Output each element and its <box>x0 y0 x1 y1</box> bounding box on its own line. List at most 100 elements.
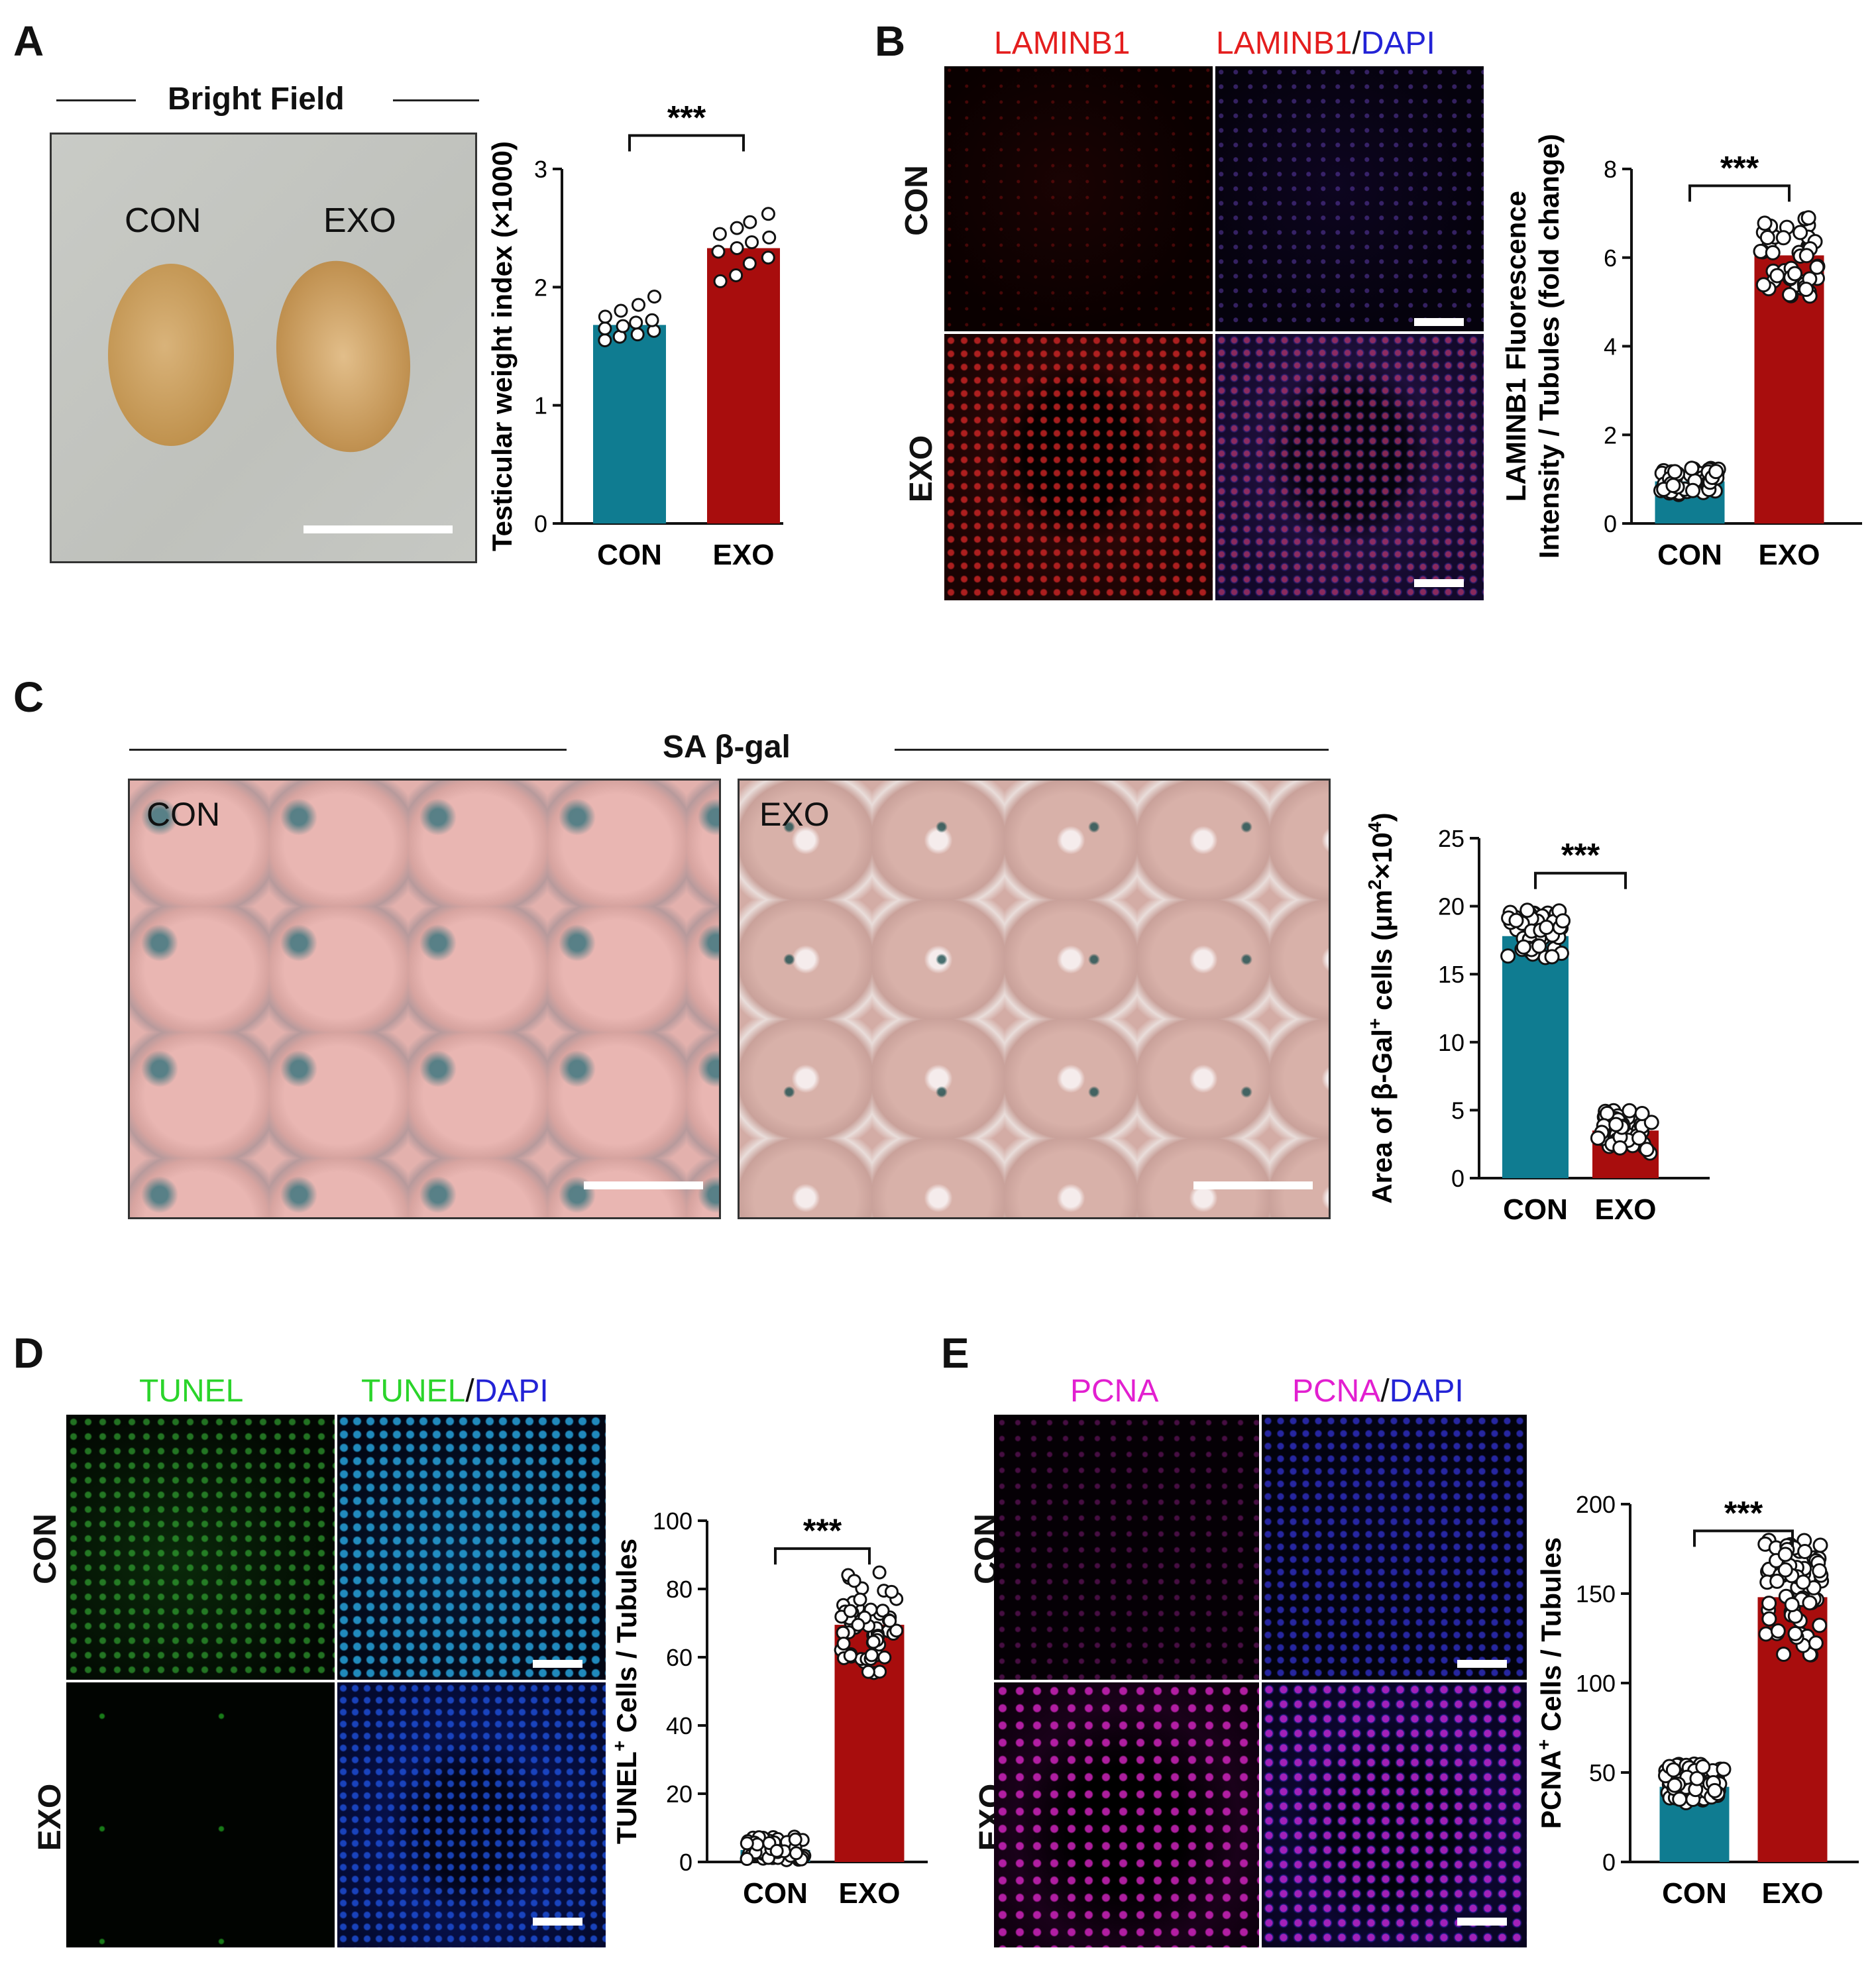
data-point-exo <box>1782 287 1798 303</box>
data-point-exo <box>883 1613 897 1628</box>
data-point-con <box>1708 464 1724 480</box>
y-axis-label-part: Area of β-Gal <box>1366 1029 1398 1204</box>
data-point-exo <box>872 1565 887 1580</box>
scale-bar <box>1457 1660 1507 1668</box>
panel-e-ch2-label: PCNA/DAPI <box>1292 1373 1464 1409</box>
data-point-exo <box>1631 1130 1647 1146</box>
data-point-exo <box>1590 1130 1606 1146</box>
y-axis-label-part: ×10 <box>1366 832 1398 879</box>
pcna-con-image <box>994 1415 1259 1680</box>
data-point-con <box>1555 913 1571 929</box>
y-axis-label-part: + <box>1365 1018 1385 1029</box>
data-point-exo <box>1761 1611 1777 1627</box>
x-tick-label-exo: EXO <box>713 539 775 571</box>
y-tick-label: 20 <box>666 1780 692 1808</box>
panel-d-ch1-label: TUNEL <box>139 1373 243 1409</box>
tunel-con-image <box>66 1415 335 1680</box>
data-point-con <box>1539 919 1555 935</box>
scale-bar <box>1457 1918 1507 1926</box>
data-point-exo <box>873 1664 887 1679</box>
data-point-con <box>1519 902 1535 918</box>
panel-e-letter: E <box>941 1329 969 1377</box>
data-point-exo <box>1769 1573 1785 1589</box>
sa-bgal-exo-image: EXO <box>738 779 1331 1219</box>
y-tick-label: 40 <box>666 1712 692 1739</box>
significance-label: *** <box>1561 837 1600 874</box>
data-point-exo <box>1643 1115 1659 1130</box>
y-tick-label: 5 <box>1451 1097 1464 1124</box>
y-tick-label: 100 <box>653 1507 692 1535</box>
dapi-label: DAPI <box>474 1374 549 1409</box>
significance-label: *** <box>667 99 706 136</box>
y-tick-label: 200 <box>1576 1491 1616 1518</box>
pcna-dapi-con-image <box>1262 1415 1527 1680</box>
data-point-con <box>616 319 630 333</box>
laminb1-con-image <box>944 66 1213 331</box>
tunel-dapi-con-image <box>337 1415 606 1680</box>
data-point-exo <box>843 1604 857 1618</box>
data-point-exo <box>843 1649 857 1663</box>
data-point-exo <box>866 1635 881 1649</box>
y-tick-label: 2 <box>1604 421 1617 449</box>
data-point-con <box>740 1836 754 1851</box>
pcna-exo-image <box>994 1682 1259 1947</box>
panel-c-title-rule-right <box>895 749 1329 751</box>
bar-con <box>1502 936 1569 1178</box>
y-tick-label: 150 <box>1576 1580 1616 1608</box>
data-point-exo <box>1761 1596 1777 1611</box>
data-point-exo <box>1755 277 1771 293</box>
data-point-con <box>1516 939 1531 955</box>
data-point-con <box>1707 1782 1723 1798</box>
data-point-con <box>598 333 612 348</box>
panel-a-letter: A <box>13 17 44 65</box>
data-point-exo <box>1812 1617 1828 1633</box>
chart-e: 0 50 100 150 200 PCNA+ Cells / Tubules CON EXO *… <box>1534 1491 1859 1910</box>
panel-d-row-exo: EXO <box>32 1783 68 1851</box>
data-point-exo <box>1798 248 1814 264</box>
data-point-con <box>788 1832 802 1847</box>
slash: / <box>1352 26 1361 61</box>
data-point-exo <box>1775 230 1791 246</box>
data-point-exo <box>730 241 744 255</box>
data-point-con <box>1716 1761 1732 1777</box>
data-point-exo <box>851 1617 865 1632</box>
laminb1-dapi-exo-image <box>1215 334 1484 600</box>
y-axis-label: LAMINB1 Fluorescence <box>1500 191 1531 502</box>
y-axis-label-part: Cells / Tubules <box>1535 1537 1567 1739</box>
data-point-con <box>1695 1759 1711 1775</box>
scale-bar <box>303 525 453 533</box>
slash: / <box>1380 1374 1390 1409</box>
panel-c-letter: C <box>13 673 44 721</box>
scale-bar <box>1414 318 1464 326</box>
data-point-exo <box>1608 1117 1624 1132</box>
panel-d-ch2-label: TUNEL/DAPI <box>361 1373 549 1409</box>
data-point-exo <box>1802 1595 1818 1611</box>
y-axis-label: Testicular weight index (×1000) <box>486 141 518 551</box>
tunel-exo-image <box>66 1682 335 1947</box>
y-axis-label-part: cells (μm <box>1366 890 1398 1018</box>
data-point-exo <box>761 250 775 265</box>
panel-a-title: Bright Field <box>168 82 345 117</box>
data-point-exo <box>1770 1623 1786 1639</box>
sa-bgal-con-image: CON <box>128 779 721 1219</box>
x-tick-label-con: CON <box>1503 1193 1568 1226</box>
significance-label: *** <box>1724 1494 1763 1531</box>
data-point-exo <box>1795 1574 1811 1590</box>
dapi-label: DAPI <box>1360 26 1435 61</box>
significance-label: *** <box>1720 149 1759 186</box>
x-tick-label-con: CON <box>1662 1877 1727 1910</box>
data-point-exo <box>729 268 744 282</box>
data-point-exo <box>864 1648 879 1663</box>
x-tick-label-con: CON <box>743 1877 808 1910</box>
data-point-con <box>1667 464 1683 480</box>
data-point-exo <box>1798 282 1814 298</box>
photo-label-con: CON <box>146 796 221 833</box>
data-point-con <box>1531 938 1547 954</box>
photo-label-exo: EXO <box>759 796 830 833</box>
data-point-con <box>1689 1771 1705 1786</box>
data-point-exo <box>761 207 775 221</box>
pcna-label: PCNA <box>1070 1374 1159 1409</box>
data-point-con <box>789 1846 803 1861</box>
panel-c-title-rule-left <box>129 749 567 751</box>
y-tick-label: 10 <box>1438 1029 1464 1056</box>
